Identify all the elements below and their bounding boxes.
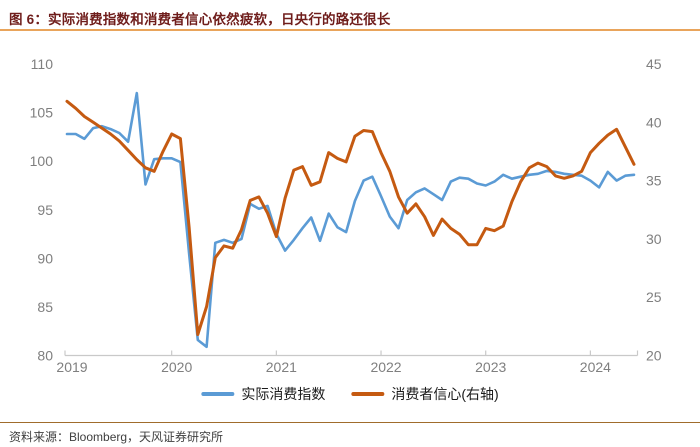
series-line-consumption [65,91,636,349]
figure-title: 图 6：实际消费指数和消费者信心依然疲软，日央行的路还很长 [9,12,391,27]
chart-svg: 110 105 100 95 90 85 80 45 40 35 30 25 20 2019 2020 202… [30,56,662,375]
legend-label-consumption: 实际消费指数 [241,386,326,402]
x-axis-label: 2022 [370,359,401,375]
legend-item-consumption: 实际消费指数 [201,384,325,404]
source-note: 资料来源：Bloomberg，天风证券研究所 [9,430,224,444]
y-axis-left-label: 90 [37,250,53,266]
y-axis-left-label: 95 [37,202,53,218]
x-axis-label: 2020 [161,359,192,375]
y-axis-right-label: 20 [646,348,662,364]
y-axis-left-label: 80 [37,348,53,364]
legend-item-confidence: 消费者信心(右轴) [351,384,499,404]
y-axis-right-label: 25 [646,289,662,305]
footer-rule [0,422,700,423]
y-axis-right-label: 45 [646,56,662,72]
y-axis-left-label: 110 [31,56,54,72]
x-axis-label: 2024 [580,359,611,375]
y-axis-right-label: 30 [646,231,662,247]
series-line-confidence [65,99,636,336]
y-axis-right-label: 35 [646,173,662,189]
legend-line-orange [351,392,385,396]
legend-line-blue [201,392,235,396]
x-axis-label: 2021 [266,359,297,375]
y-axis-left-label: 85 [37,299,53,315]
y-axis-left-label: 105 [30,105,54,121]
x-axis-label: 2023 [475,359,506,375]
legend-label-confidence: 消费者信心(右轴) [391,386,499,402]
chart-legend: 实际消费指数 消费者信心(右轴) [201,384,499,404]
y-axis-right-label: 40 [646,114,662,130]
x-axis-label: 2019 [56,359,87,375]
y-axis-left-label: 100 [30,153,54,169]
title-underline [0,29,700,31]
